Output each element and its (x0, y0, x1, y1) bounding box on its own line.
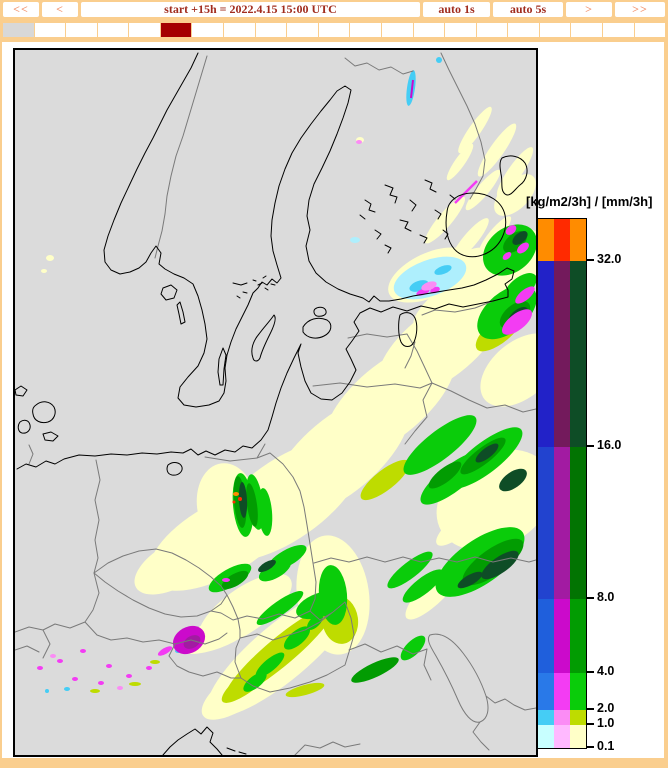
timeline-segment-17[interactable] (508, 23, 539, 37)
legend-band (538, 710, 586, 725)
legend-ticks: 32.0 16.0 8.0 4.0 2.0 1.0 0.1 (586, 218, 646, 753)
legend-band (538, 219, 586, 261)
timeline-segment-19[interactable] (571, 23, 602, 37)
timeline-segment-7[interactable] (192, 23, 224, 37)
coastlines (15, 52, 528, 755)
timeline-segment-20[interactable] (602, 23, 634, 37)
timeline-segment-9[interactable] (255, 23, 287, 37)
timeline-segment-8[interactable] (224, 23, 255, 37)
timeline-segment-1[interactable] (3, 23, 34, 37)
timeline-segment-10[interactable] (287, 23, 318, 37)
auto-5s-button[interactable]: auto 5s (493, 2, 563, 17)
map (13, 48, 538, 757)
timeline-segment-16[interactable] (476, 23, 508, 37)
timeline-segment-18[interactable] (539, 23, 571, 37)
step-back-fast-button[interactable]: << (3, 2, 39, 17)
auto-1s-button[interactable]: auto 1s (423, 2, 490, 17)
timeline-segment-2[interactable] (34, 23, 66, 37)
legend-band (538, 725, 586, 748)
timeline-segment-11[interactable] (318, 23, 350, 37)
legend-bar (537, 218, 587, 749)
toolbar: << < start +15h = 2022.4.15 15:00 UTC au… (0, 0, 668, 20)
timeline-segment-4[interactable] (97, 23, 129, 37)
timeline-segment-21[interactable] (634, 23, 666, 37)
timeline-segment-6[interactable] (160, 23, 192, 37)
timeline-segment-13[interactable] (381, 23, 413, 37)
content-area: [kg/m2/3h] / [mm/3h] 32.0 16.0 8.0 4.0 2.0 1.… (2, 42, 664, 758)
timeline-segment-15[interactable] (445, 23, 476, 37)
step-forward-button[interactable]: > (566, 2, 612, 17)
map-svg (15, 50, 536, 755)
legend-band (538, 673, 586, 710)
timestep-title-button[interactable]: start +15h = 2022.4.15 15:00 UTC (81, 2, 420, 17)
timeline-segment-3[interactable] (66, 23, 97, 37)
timeline-segment-5[interactable] (129, 23, 160, 37)
legend-band (538, 447, 586, 599)
legend-band (538, 261, 586, 447)
step-forward-fast-button[interactable]: >> (615, 2, 665, 17)
timeline (0, 23, 668, 38)
timeline-segment-14[interactable] (413, 23, 445, 37)
country-borders (15, 52, 536, 755)
step-back-button[interactable]: < (42, 2, 78, 17)
legend-band (538, 599, 586, 673)
legend-units-label: [kg/m2/3h] / [mm/3h] (526, 194, 653, 209)
timeline-segment-12[interactable] (350, 23, 381, 37)
